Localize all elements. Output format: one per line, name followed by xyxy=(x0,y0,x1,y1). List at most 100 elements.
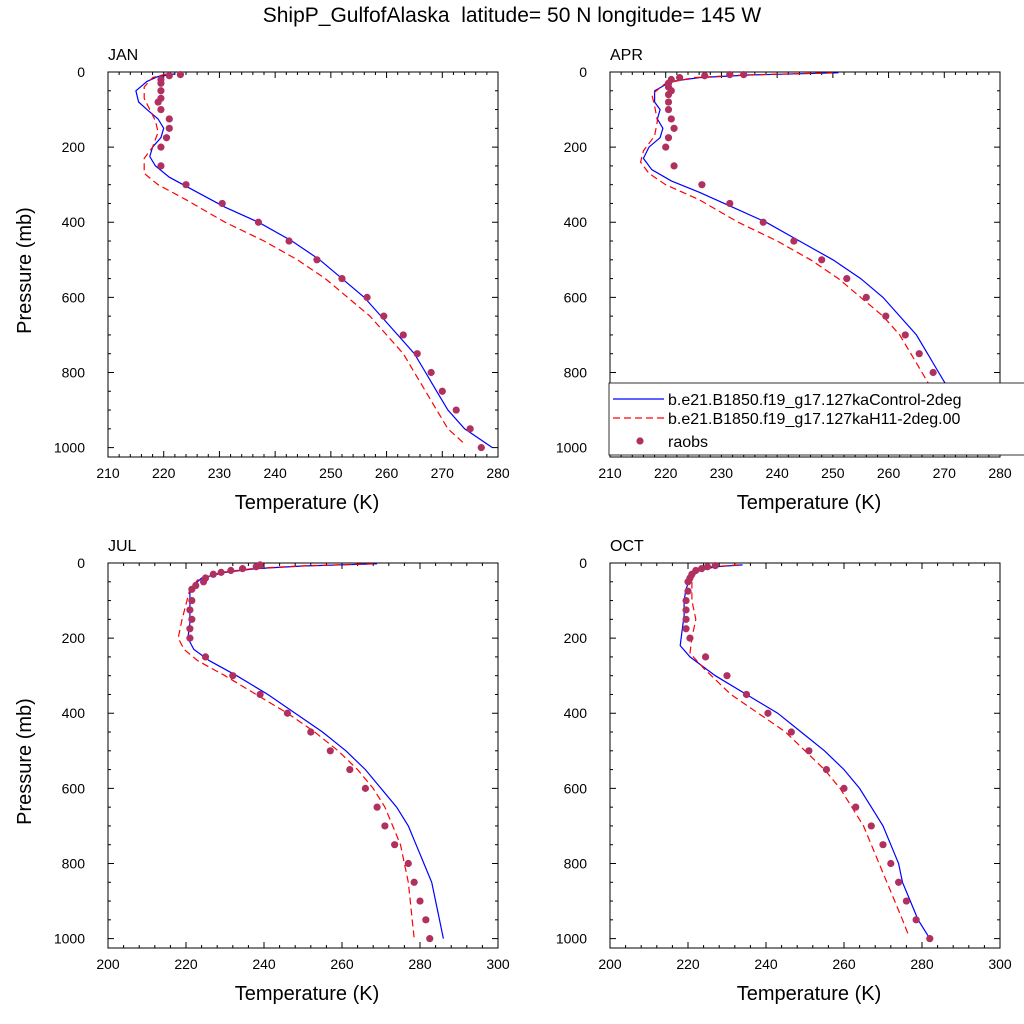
x-tick-label: 240 xyxy=(765,465,789,481)
raobs-point xyxy=(701,653,710,661)
raobs-point xyxy=(759,218,767,226)
raobs-point xyxy=(867,822,875,830)
raobs-point xyxy=(188,585,196,593)
y-tick-label: 1000 xyxy=(556,440,587,456)
x-tick-label: 260 xyxy=(877,465,901,481)
x-tick-label: 280 xyxy=(910,956,934,972)
raobs-point xyxy=(676,74,684,82)
raobs-point xyxy=(399,331,407,339)
panel-apr: 210 220 230 240 250 260 270 280 0 200 400 600 800 100… xyxy=(556,47,1012,514)
raobs-point xyxy=(182,181,190,189)
x-tick-label: 280 xyxy=(486,465,510,481)
panel-label: JUL xyxy=(108,538,137,555)
y-axis-label: Pressure (mb) xyxy=(14,207,36,334)
x-tick-label: 300 xyxy=(486,956,510,972)
raobs-point xyxy=(338,274,346,283)
series-line-control xyxy=(642,72,995,448)
series-line-h11 xyxy=(143,73,466,445)
y-tick-label: 600 xyxy=(564,289,588,305)
raobs-point xyxy=(698,181,706,189)
x-tick-label: 250 xyxy=(319,465,343,481)
y-tick-label: 600 xyxy=(62,780,86,796)
raobs-point xyxy=(410,878,418,886)
x-tick-label: 220 xyxy=(676,956,700,972)
x-axis-label: Temperature (K) xyxy=(235,492,380,514)
y-tick-label: 200 xyxy=(564,139,588,155)
raobs-point xyxy=(162,134,171,142)
x-axis-label: Temperature (K) xyxy=(235,983,380,1005)
raobs-point xyxy=(662,143,670,151)
x-tick-label: 200 xyxy=(96,956,120,972)
raobs-point xyxy=(157,143,165,151)
x-tick-label: 300 xyxy=(988,956,1012,972)
y-tick-label: 0 xyxy=(77,64,85,80)
x-tick-label: 270 xyxy=(431,465,455,481)
x-tick-label: 260 xyxy=(330,956,354,972)
x-tick-label: 210 xyxy=(598,465,622,481)
raobs-point xyxy=(664,98,673,106)
raobs-point xyxy=(157,79,165,87)
series-line-control xyxy=(135,73,493,449)
raobs-point xyxy=(686,634,694,642)
raobs-point xyxy=(381,822,389,830)
raobs-point xyxy=(427,368,435,377)
raobs-point xyxy=(684,587,692,595)
raobs-point xyxy=(882,312,890,320)
raobs-point xyxy=(361,784,369,792)
raobs-point xyxy=(209,570,217,578)
y-tick-label: 200 xyxy=(62,139,86,155)
x-tick-label: 230 xyxy=(710,465,734,481)
raobs-point xyxy=(790,237,798,245)
raobs-point xyxy=(313,256,321,264)
raobs-point xyxy=(218,199,226,208)
raobs-point xyxy=(711,562,719,570)
raobs-point xyxy=(188,596,196,605)
panel-label: APR xyxy=(610,47,643,64)
y-tick-label: 800 xyxy=(62,364,86,380)
x-tick-label: 260 xyxy=(832,956,856,972)
raobs-point xyxy=(326,747,334,755)
series-line-h11 xyxy=(639,72,959,448)
series-line-h11 xyxy=(177,563,415,939)
series-line-control xyxy=(187,563,444,939)
y-tick-label: 0 xyxy=(77,555,85,571)
raobs-point xyxy=(698,565,706,573)
raobs-point xyxy=(217,568,225,576)
plot-frame xyxy=(609,71,1001,458)
raobs-point xyxy=(682,596,690,605)
x-tick-label: 210 xyxy=(96,465,120,481)
legend-box xyxy=(608,382,1024,456)
y-tick-label: 1000 xyxy=(556,931,587,947)
raobs-point xyxy=(477,444,485,452)
raobs-point xyxy=(186,634,194,642)
raobs-point xyxy=(682,625,690,633)
raobs-point xyxy=(742,690,751,699)
raobs-point xyxy=(416,897,424,905)
y-tick-label: 800 xyxy=(564,855,588,871)
raobs-point xyxy=(186,606,194,614)
x-axis-label: Temperature (K) xyxy=(737,492,882,514)
raobs-point xyxy=(682,606,690,614)
x-tick-label: 200 xyxy=(598,956,622,972)
legend-label: raobs xyxy=(668,434,708,451)
raobs-point xyxy=(703,563,712,571)
x-tick-label: 280 xyxy=(988,465,1012,481)
raobs-point xyxy=(901,331,909,339)
raobs-point xyxy=(670,162,678,170)
raobs-point xyxy=(466,425,474,433)
raobs-point xyxy=(404,859,412,868)
y-tick-label: 400 xyxy=(564,705,588,721)
y-tick-label: 600 xyxy=(62,289,86,305)
x-tick-label: 220 xyxy=(152,465,176,481)
raobs-point xyxy=(895,878,903,886)
raobs-point xyxy=(285,237,293,245)
panel-label: JAN xyxy=(108,47,138,64)
raobs-point xyxy=(822,765,831,774)
raobs-point xyxy=(256,690,264,699)
y-tick-label: 400 xyxy=(62,705,86,721)
x-tick-label: 260 xyxy=(375,465,399,481)
panel-label: OCT xyxy=(610,538,644,555)
raobs-point xyxy=(805,747,813,755)
raobs-point xyxy=(682,615,690,623)
